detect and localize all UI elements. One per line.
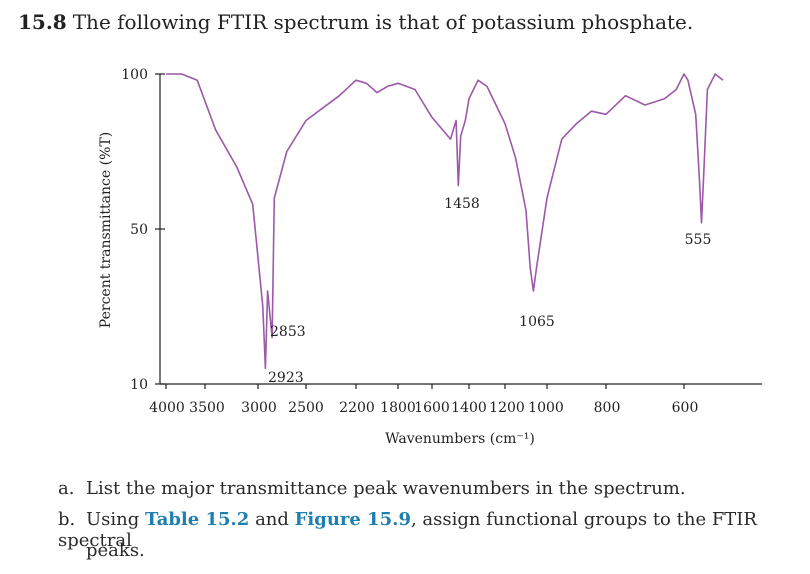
peak-label-1065: 1065 bbox=[519, 314, 555, 330]
question-b-pre: Using bbox=[86, 509, 146, 530]
problem-heading: 15.8 The following FTIR spectrum is that … bbox=[18, 10, 693, 34]
table-link[interactable]: Table 15.2 bbox=[145, 509, 250, 530]
problem-text: The following FTIR spectrum is that of p… bbox=[72, 10, 694, 34]
x-tick-label: 2200 bbox=[339, 400, 375, 416]
x-tick-label: 600 bbox=[672, 400, 699, 416]
question-b-label: b. bbox=[58, 509, 76, 530]
problem-number: 15.8 bbox=[18, 10, 67, 34]
y-axis-label: Percent transmittance (%T) bbox=[98, 132, 114, 328]
y-tick-label: 100 bbox=[121, 67, 148, 83]
x-tick-label: 1200 bbox=[489, 400, 525, 416]
x-tick-label: 800 bbox=[594, 400, 621, 416]
question-a-label: a. bbox=[58, 478, 75, 499]
x-tick-label: 1400 bbox=[451, 400, 487, 416]
x-axis-label: Wavenumbers (cm⁻¹) bbox=[385, 431, 535, 447]
y-tick-label: 10 bbox=[130, 377, 148, 393]
spectrum-line bbox=[166, 73, 724, 370]
question-b-cont: peaks. bbox=[86, 540, 145, 561]
y-axis-ticks: 100 50 10 bbox=[121, 67, 165, 393]
peak-annotations: 2923 2853 1458 1065 555 bbox=[268, 196, 711, 386]
question-b-continued: peaks. bbox=[86, 540, 145, 561]
question-b-mid: and bbox=[249, 509, 295, 530]
x-tick-label: 2500 bbox=[288, 400, 324, 416]
chart-axes bbox=[159, 74, 762, 385]
x-tick-label: 1000 bbox=[528, 400, 564, 416]
peak-label-1458: 1458 bbox=[444, 196, 480, 212]
y-tick-label: 50 bbox=[130, 222, 148, 238]
x-tick-label: 1800 bbox=[380, 400, 416, 416]
x-tick-label: 3500 bbox=[189, 400, 225, 416]
question-b: b. Using Table 15.2 and Figure 15.9, assi… bbox=[58, 509, 810, 551]
peak-label-555: 555 bbox=[685, 232, 712, 248]
question-b-post: , assign functional groups to the FTIR s… bbox=[58, 509, 757, 551]
x-tick-label: 4000 bbox=[149, 400, 185, 416]
question-a: a. List the major transmittance peak wave… bbox=[58, 478, 686, 499]
peak-label-2853: 2853 bbox=[270, 324, 306, 340]
x-tick-label: 1600 bbox=[414, 400, 450, 416]
figure-link[interactable]: Figure 15.9 bbox=[294, 509, 411, 530]
peak-label-2923: 2923 bbox=[268, 370, 304, 386]
x-tick-label: 3000 bbox=[241, 400, 277, 416]
question-a-text: List the major transmittance peak wavenu… bbox=[86, 478, 686, 499]
